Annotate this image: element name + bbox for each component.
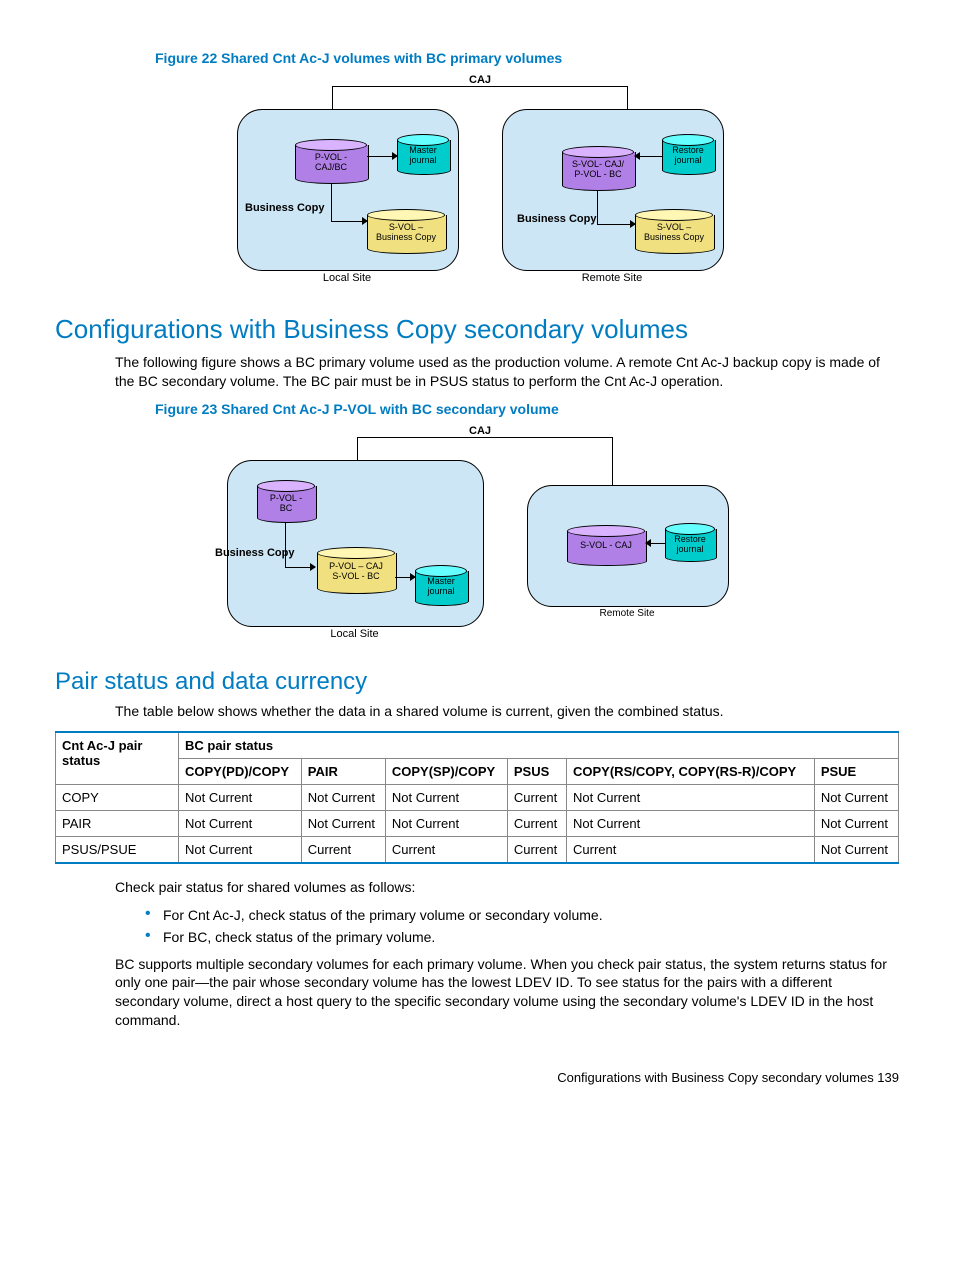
- local-pvol-label: P-VOL - CAJ/BC: [295, 153, 367, 173]
- bullet-item: For BC, check status of the primary volu…: [145, 929, 899, 945]
- remote-site-label: Remote Site: [502, 272, 722, 284]
- table-cell: Current: [385, 836, 507, 863]
- table-col-header: PSUS: [507, 758, 566, 784]
- table-col-header: COPY(PD)/COPY: [179, 758, 302, 784]
- table-cell: Not Current: [179, 810, 302, 836]
- local-bc-label: Business Copy: [245, 202, 324, 214]
- table-cell: Current: [507, 784, 566, 810]
- table-col-header: COPY(SP)/COPY: [385, 758, 507, 784]
- table-cell: Not Current: [567, 810, 815, 836]
- table-cell: Current: [507, 810, 566, 836]
- table-cell: Not Current: [814, 836, 898, 863]
- bullet-item: For Cnt Ac-J, check status of the primar…: [145, 907, 899, 923]
- table-cell: Not Current: [179, 836, 302, 863]
- remote-pvol-label: S-VOL- CAJ/ P-VOL - BC: [562, 160, 634, 180]
- section-para-pair-status: The table below shows whether the data i…: [115, 702, 899, 721]
- local-journal-label: Master journal: [397, 146, 449, 166]
- figure-23-diagram: CAJ Local Site P-VOL - BC Business Copy …: [197, 425, 757, 650]
- remote-bc-label: Business Copy: [517, 213, 596, 225]
- table-group-header: BC pair status: [179, 732, 899, 759]
- table-cell: PSUS/PSUE: [56, 836, 179, 863]
- local-journal-label-23: Master journal: [415, 577, 467, 597]
- local-mixvol-label: P-VOL – CAJ S-VOL - BC: [317, 562, 395, 582]
- remote-svol-label-23: S-VOL - CAJ: [567, 541, 645, 551]
- remote-svol-label: S-VOL – Business Copy: [635, 223, 713, 243]
- table-col-header: COPY(RS/COPY, COPY(RS-R)/COPY: [567, 758, 815, 784]
- section-heading-pair-status: Pair status and data currency: [55, 668, 899, 696]
- caj-label-23: CAJ: [469, 425, 491, 437]
- table-cell: Current: [301, 836, 385, 863]
- after-table-para2: BC supports multiple secondary volumes f…: [115, 955, 899, 1031]
- table-cell: PAIR: [56, 810, 179, 836]
- table-cell: Not Current: [567, 784, 815, 810]
- figure-22-diagram: CAJ Local Site P-VOL - CAJ/BC Master jou…: [197, 74, 757, 294]
- pair-status-table: Cnt Ac-J pair status BC pair status COPY…: [55, 731, 899, 864]
- table-row: COPY Not Current Not Current Not Current…: [56, 784, 899, 810]
- page-footer: Configurations with Business Copy second…: [55, 1070, 899, 1085]
- caj-label: CAJ: [469, 74, 491, 86]
- table-col0-header: Cnt Ac-J pair status: [56, 732, 179, 785]
- figure-23-caption: Figure 23 Shared Cnt Ac-J P-VOL with BC …: [155, 401, 899, 417]
- figure-22-caption: Figure 22 Shared Cnt Ac-J volumes with B…: [155, 50, 899, 66]
- local-svol-label: S-VOL – Business Copy: [367, 223, 445, 243]
- remote-journal-label: Restore journal: [662, 146, 714, 166]
- local-pvol-bc-label: P-VOL - BC: [257, 494, 315, 514]
- table-cell: Not Current: [814, 784, 898, 810]
- table-cell: Not Current: [814, 810, 898, 836]
- table-cell: Not Current: [301, 784, 385, 810]
- table-row: PAIR Not Current Not Current Not Current…: [56, 810, 899, 836]
- local-bc-label-23: Business Copy: [215, 547, 294, 559]
- remote-journal-label-23: Restore journal: [665, 535, 715, 555]
- table-cell: Current: [567, 836, 815, 863]
- table-col-header: PAIR: [301, 758, 385, 784]
- table-cell: COPY: [56, 784, 179, 810]
- after-table-para1: Check pair status for shared volumes as …: [115, 878, 899, 897]
- table-cell: Not Current: [179, 784, 302, 810]
- table-cell: Current: [507, 836, 566, 863]
- local-site-label: Local Site: [237, 272, 457, 284]
- section-para-config: The following figure shows a BC primary …: [115, 353, 899, 391]
- remote-site-label-23: Remote Site: [527, 608, 727, 619]
- table-cell: Not Current: [385, 810, 507, 836]
- local-site-label-23: Local Site: [227, 628, 482, 640]
- section-heading-config: Configurations with Business Copy second…: [55, 314, 899, 345]
- table-cell: Not Current: [301, 810, 385, 836]
- table-cell: Not Current: [385, 784, 507, 810]
- bullet-list: For Cnt Ac-J, check status of the primar…: [145, 907, 899, 945]
- table-row: PSUS/PSUE Not Current Current Current Cu…: [56, 836, 899, 863]
- table-col-header: PSUE: [814, 758, 898, 784]
